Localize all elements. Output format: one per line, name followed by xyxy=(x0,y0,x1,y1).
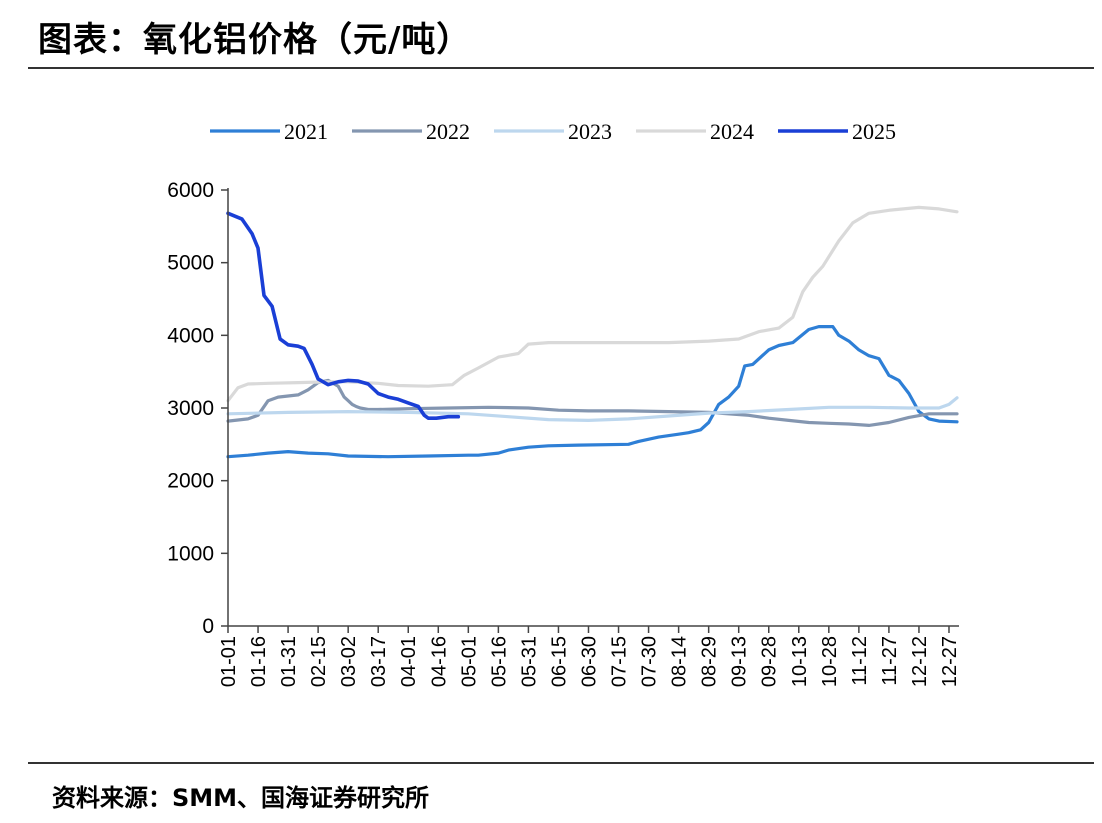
series-layer xyxy=(226,205,959,459)
y-tick-label: 6000 xyxy=(167,179,214,202)
x-tick-label: 01-01 xyxy=(218,636,240,687)
source-note: 资料来源：SMM、国海证券研究所 xyxy=(52,784,430,812)
series-line-2021 xyxy=(226,325,959,459)
x-tick-label: 09-28 xyxy=(759,636,781,687)
x-tick-label: 05-01 xyxy=(458,636,480,687)
legend-label-2023: 2023 xyxy=(568,119,612,144)
series-line-2025 xyxy=(226,211,461,421)
y-tick-label: 0 xyxy=(202,615,214,638)
y-tick-label: 3000 xyxy=(167,397,214,420)
header-divider xyxy=(28,67,1094,69)
x-tick-label: 12-12 xyxy=(909,636,931,687)
axes: 0 1000 2000 3000 4000 5000 6000 01-01 01-16 01-31… xyxy=(167,179,961,687)
x-tick-label: 11-12 xyxy=(849,636,871,686)
legend-label-2025: 2025 xyxy=(852,119,896,144)
legend: 2021 2022 2023 2024 2025 xyxy=(210,119,896,144)
y-tick-label: 5000 xyxy=(167,252,214,275)
x-tick-label: 06-15 xyxy=(548,636,570,687)
series-line-2022 xyxy=(226,378,959,427)
x-tick-label: 04-16 xyxy=(428,636,450,687)
x-tick-label: 05-16 xyxy=(488,636,510,687)
x-tick-label: 08-29 xyxy=(699,636,721,687)
series-line-2024 xyxy=(226,205,959,403)
legend-label-2021: 2021 xyxy=(284,119,328,144)
x-tick-label: 07-15 xyxy=(609,636,631,687)
x-tick-label: 03-17 xyxy=(368,636,390,687)
x-tick-label: 10-28 xyxy=(819,636,841,687)
footer-divider xyxy=(28,762,1094,764)
chart: 2021 2022 2023 2024 2025 0 1000 2000 3000 4000 50… xyxy=(167,119,961,687)
x-tick-label: 04-01 xyxy=(398,636,420,687)
x-tick-label: 05-31 xyxy=(518,636,540,687)
x-tick-label: 06-30 xyxy=(578,636,600,687)
y-tick-label: 4000 xyxy=(167,324,214,347)
x-tick-label: 11-27 xyxy=(879,636,901,686)
y-tick-label: 2000 xyxy=(167,470,214,493)
y-tick-label: 1000 xyxy=(167,542,214,565)
x-tick-label: 07-30 xyxy=(639,636,661,687)
page-title: 图表：氧化铝价格（元/吨） xyxy=(38,20,472,60)
x-tick-label: 09-13 xyxy=(729,636,751,687)
legend-label-2022: 2022 xyxy=(426,119,470,144)
x-tick-label: 02-15 xyxy=(308,636,330,687)
x-tick-label: 12-27 xyxy=(939,636,961,687)
x-tick-label: 08-14 xyxy=(669,636,691,687)
x-tick-label: 10-13 xyxy=(789,636,811,687)
legend-label-2024: 2024 xyxy=(710,119,754,144)
x-tick-label: 01-31 xyxy=(278,636,300,687)
x-tick-label: 03-02 xyxy=(338,636,360,687)
series-line-2023 xyxy=(226,396,959,422)
x-tick-label: 01-16 xyxy=(248,636,270,687)
